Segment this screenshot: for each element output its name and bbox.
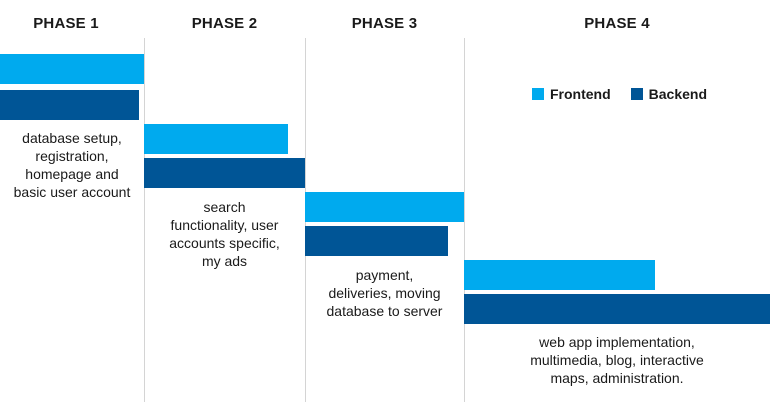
phase-3-frontend-bar <box>305 192 464 222</box>
legend-label-backend: Backend <box>648 86 708 102</box>
phase-1-title: PHASE 1 <box>33 15 99 32</box>
phase-2-description: search functionality, user accounts spec… <box>144 198 305 270</box>
phase-1-description-line: homepage and <box>25 166 119 182</box>
phase-1-frontend-bar <box>0 54 144 84</box>
phase-divider <box>464 38 465 402</box>
phase-4-title: PHASE 4 <box>584 15 650 32</box>
phase-2-description-line: my ads <box>201 253 248 269</box>
legend: Frontend Backend <box>532 85 727 103</box>
phase-2-description-line: search <box>203 199 246 215</box>
phase-2-title: PHASE 2 <box>191 15 258 32</box>
phase-4-description-line: web app implementation, <box>539 334 695 350</box>
legend-item-backend: Backend <box>630 85 708 103</box>
phase-divider <box>144 38 145 402</box>
phase-2-description-line: accounts specific, <box>169 235 280 251</box>
phase-3-description-line: database to server <box>326 303 443 319</box>
phase-3-backend-bar <box>305 226 448 256</box>
phase-4-backend-bar <box>464 294 770 324</box>
phase-3-description: payment, deliveries, moving database to … <box>305 266 464 320</box>
backend-swatch <box>630 88 643 100</box>
phase-1-backend-bar <box>0 90 139 120</box>
phase-2-description-line: functionality, user <box>170 217 279 233</box>
legend-label-frontend: Frontend <box>550 86 611 102</box>
phase-4-description-line: maps, administration. <box>550 370 684 386</box>
phase-4-description: web app implementation, multimedia, blog… <box>464 333 770 387</box>
phase-3-description-line: payment, <box>355 267 414 283</box>
phase-4-description-line: multimedia, blog, interactive <box>530 352 704 368</box>
phase-2-frontend-bar <box>144 124 288 154</box>
frontend-swatch <box>532 88 544 100</box>
phase-1-description: database setup, registration, homepage a… <box>0 129 144 201</box>
phase-1-description-line: registration, <box>35 148 109 164</box>
phase-2-backend-bar <box>144 158 305 188</box>
phase-3-title: PHASE 3 <box>351 15 418 32</box>
legend-item-frontend: Frontend <box>532 85 611 103</box>
phase-1-description-line: database setup, <box>22 130 122 146</box>
phase-1-description-line: basic user account <box>13 184 131 200</box>
phase-4-frontend-bar <box>464 260 655 290</box>
phase-3-description-line: deliveries, moving <box>328 285 441 301</box>
